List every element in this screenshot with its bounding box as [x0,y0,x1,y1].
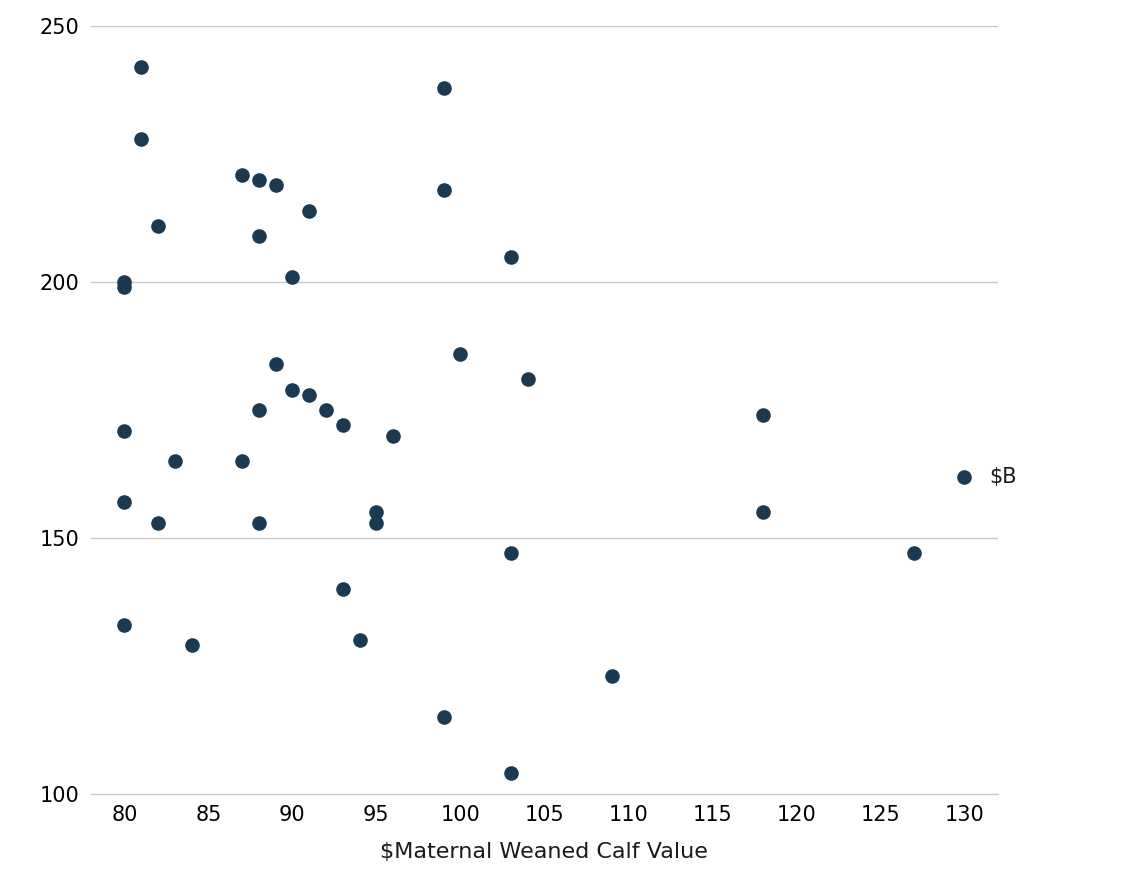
Point [116,275,134,289]
Point [350,633,369,647]
Point [149,516,167,530]
Point [284,383,302,397]
Point [249,173,268,187]
Point [266,178,285,192]
Point [451,347,469,361]
Point [249,516,268,530]
Point [602,669,620,684]
Point [149,219,167,233]
Point [183,639,201,653]
Point [166,454,184,468]
Point [333,582,352,596]
Point [249,403,268,417]
Point [367,505,386,519]
Point [333,418,352,432]
Point [367,516,386,530]
Point [434,710,452,724]
Point [266,357,285,371]
Point [434,81,452,95]
Point [116,280,134,295]
Point [384,429,403,443]
Point [501,250,519,264]
Point [955,469,973,483]
Point [754,505,772,519]
Point [116,618,134,632]
Point [316,403,335,417]
Point [434,183,452,198]
Point [249,229,268,243]
Point [132,60,150,74]
Text: $B: $B [990,467,1017,487]
Point [301,204,319,218]
Point [301,388,319,402]
Point [232,168,251,182]
Point [232,454,251,468]
Point [284,270,302,284]
Point [905,546,923,560]
Point [116,495,134,509]
Point [501,766,519,781]
Point [132,132,150,146]
Point [116,423,134,437]
X-axis label: $Maternal Weaned Calf Value: $Maternal Weaned Calf Value [380,841,709,862]
Point [501,546,519,560]
Point [518,372,536,386]
Point [754,408,772,422]
